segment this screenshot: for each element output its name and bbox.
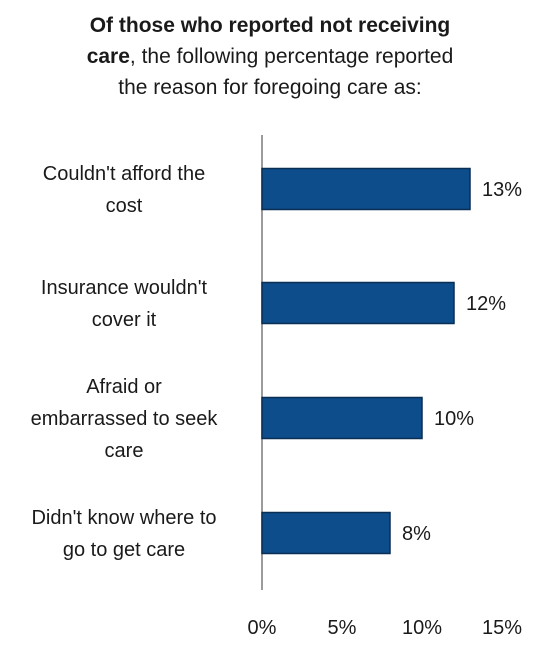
value-label-3: 10% [434,408,474,430]
bar-2 [261,281,455,325]
x-tick-label-1: 0% [248,617,277,639]
x-tick-label-2: 5% [328,617,357,639]
category-label-4: Didn't know where to go to get care [31,507,216,561]
category-label-1: Couldn't afford the cost [43,163,205,217]
title-line-2-rest: , the following percentage reported [129,45,454,68]
category-label-line: go to get care [63,539,185,561]
title-line-2: care, the following percentage reported [0,41,540,72]
title-line-3: the reason for foregoing care as: [118,76,422,99]
title-line-1: Of those who reported not receiving [89,14,451,37]
category-label-2: Insurance wouldn't cover it [41,277,208,331]
category-label-line: embarrassed to seek [31,408,219,430]
category-label-line: Insurance wouldn't [41,277,208,299]
category-label-line: Afraid or [86,376,162,398]
chart-title: Of those who reported not receiving care… [0,10,540,103]
bar-3 [261,396,423,440]
category-label-line: Couldn't afford the [43,163,205,185]
title-line-2-bold: care [86,45,130,68]
category-label-line: cost [106,195,143,217]
value-label-2: 12% [466,293,506,315]
category-label-line: Didn't know where to [31,507,216,529]
x-tick-label-3: 10% [402,617,442,639]
category-label-3: Afraid or embarrassed to seek care [31,376,219,462]
value-label-1: 13% [482,179,522,201]
category-label-line: cover it [92,309,157,331]
bar-4 [261,511,391,555]
bar-1 [261,167,471,211]
x-tick-label-4: 15% [482,617,522,639]
category-label-line: care [105,440,144,462]
value-label-4: 8% [402,523,431,545]
